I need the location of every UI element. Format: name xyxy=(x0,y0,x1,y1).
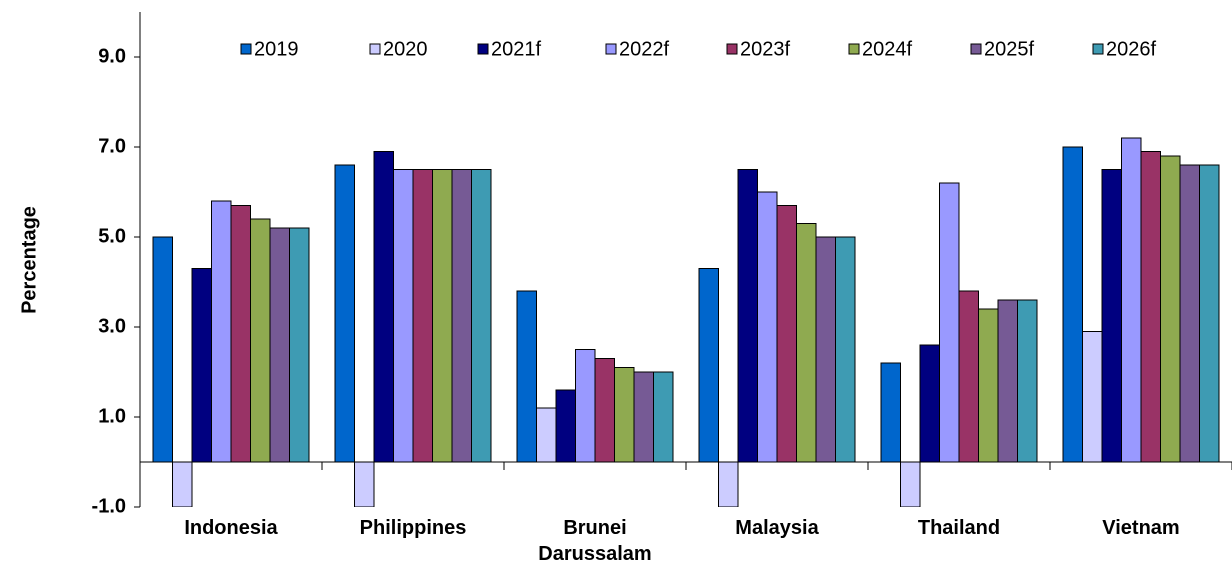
plot-area xyxy=(152,137,1220,507)
y-tick-label: 5.0 xyxy=(98,225,126,247)
bar xyxy=(796,223,817,463)
bar xyxy=(1121,137,1142,463)
y-tick-label: 3.0 xyxy=(98,315,126,337)
bar xyxy=(958,290,979,463)
bar xyxy=(516,290,537,463)
bar xyxy=(737,169,758,463)
bar xyxy=(718,461,739,507)
x-tick-label: Vietnam xyxy=(1102,517,1180,539)
bar xyxy=(757,191,778,463)
bar xyxy=(1017,299,1038,463)
bar xyxy=(250,218,271,463)
bar xyxy=(269,227,290,463)
legend-swatch xyxy=(970,43,982,55)
legend-swatch xyxy=(848,43,860,55)
bar xyxy=(997,299,1018,463)
legend-label: 2021f xyxy=(491,38,541,60)
bar xyxy=(373,151,394,463)
legend-label: 2025f xyxy=(984,38,1034,60)
x-tick-label: Malaysia xyxy=(735,517,819,539)
y-tick-label: 9.0 xyxy=(98,45,126,67)
bar xyxy=(919,344,940,463)
bar xyxy=(1160,155,1181,463)
bar xyxy=(471,169,492,463)
bar xyxy=(1101,169,1122,463)
legend-label: 2024f xyxy=(862,38,912,60)
bar xyxy=(354,461,375,507)
y-tick-label: 1.0 xyxy=(98,405,126,427)
x-tick-label: Indonesia xyxy=(184,517,278,539)
bar xyxy=(334,164,355,463)
x-tick-label: Thailand xyxy=(917,517,1001,539)
bar xyxy=(978,308,999,463)
legend-swatch xyxy=(1092,43,1104,55)
x-tick-label: Philippines xyxy=(359,517,467,539)
legend-swatch xyxy=(726,43,738,55)
bar xyxy=(1062,146,1083,463)
legend-label: 2023f xyxy=(740,38,790,60)
x-tick-label: Brunei Darussalam xyxy=(538,517,652,565)
bar xyxy=(776,205,797,463)
bar xyxy=(815,236,836,463)
bar xyxy=(835,236,856,463)
bar xyxy=(653,371,674,463)
bar xyxy=(230,205,251,463)
bar xyxy=(172,461,193,507)
bar xyxy=(900,461,921,507)
bar xyxy=(432,169,453,463)
bar xyxy=(1140,151,1161,463)
legend-label: 2026f xyxy=(1106,38,1156,60)
bar xyxy=(536,407,557,463)
legend-swatch xyxy=(605,43,617,55)
y-tick-label: -1.0 xyxy=(92,495,126,517)
bar xyxy=(880,362,901,463)
bar xyxy=(939,182,960,463)
bar xyxy=(191,268,212,463)
legend-label: 2022f xyxy=(619,38,669,60)
y-axis-label: Percentage xyxy=(18,206,40,314)
bar xyxy=(1199,164,1220,463)
bar xyxy=(451,169,472,463)
bar xyxy=(594,358,615,463)
bar xyxy=(393,169,414,463)
legend-label: 2019 xyxy=(254,38,299,60)
legend-swatch xyxy=(477,43,489,55)
bar xyxy=(614,367,635,463)
bar xyxy=(555,389,576,463)
y-tick-label: 7.0 xyxy=(98,135,126,157)
bar xyxy=(1082,331,1103,463)
bar xyxy=(211,200,232,463)
legend-swatch xyxy=(240,43,252,55)
bar xyxy=(152,236,173,463)
bar xyxy=(289,227,310,463)
bar xyxy=(412,169,433,463)
bar xyxy=(698,268,719,463)
legend-swatch xyxy=(369,43,381,55)
legend-label: 2020 xyxy=(383,38,428,60)
bar xyxy=(633,371,654,463)
bar xyxy=(1179,164,1200,463)
bar xyxy=(575,349,596,463)
